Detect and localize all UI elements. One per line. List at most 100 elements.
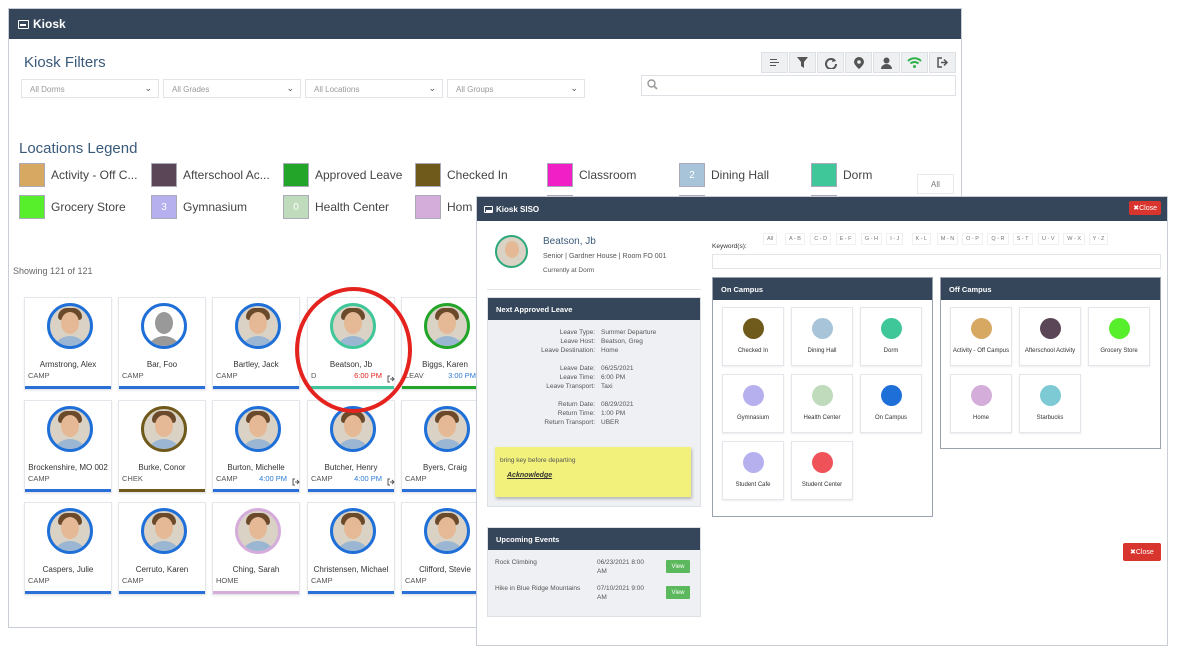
student-name: Christensen, Michael: [313, 565, 389, 574]
on-campus-tile[interactable]: On Campus: [860, 374, 922, 433]
alpha-filter-7[interactable]: M - N: [936, 233, 959, 245]
alpha-filter-2[interactable]: C - D: [810, 233, 832, 245]
off-campus-tile[interactable]: Home: [950, 374, 1012, 433]
off-campus-tile[interactable]: Activity - Off Campus: [950, 307, 1012, 366]
location-pin-icon[interactable]: [845, 52, 872, 73]
student-card[interactable]: Burton, Michelle CAMP 4:00 PM: [212, 400, 300, 493]
approved-leave-title: Next Approved Leave: [488, 298, 700, 320]
student-card[interactable]: Byers, Craig CAMP: [401, 400, 489, 493]
avatar-body: [429, 439, 465, 449]
alpha-filter-6[interactable]: K - L: [911, 233, 932, 245]
keyword-input[interactable]: [712, 254, 1161, 269]
search-input[interactable]: [641, 75, 956, 96]
avatar-body: [52, 439, 88, 449]
on-campus-tile[interactable]: Gymnasium: [722, 374, 784, 433]
student-card[interactable]: Biggs, Karen LEAV 3:00 PM: [401, 297, 489, 390]
student-card[interactable]: Caspers, Julie CAMP: [24, 502, 112, 595]
student-card[interactable]: Ching, Sarah HOME: [212, 502, 300, 595]
group-filter-select[interactable]: All Groups ⌄: [447, 79, 585, 98]
on-campus-tile[interactable]: Dorm: [860, 307, 922, 366]
view-event-button[interactable]: View: [666, 586, 690, 599]
student-card[interactable]: Butcher, Henry CAMP 4:00 PM: [307, 400, 395, 493]
leave-row: Return Date: 08/29/2021: [497, 401, 633, 408]
student-card[interactable]: Cerruto, Karen CAMP: [118, 502, 206, 595]
alpha-filter-8[interactable]: O - P: [962, 233, 983, 245]
alpha-filter-0[interactable]: All: [763, 233, 778, 245]
alpha-filter-10[interactable]: S - T: [1012, 233, 1033, 245]
legend-item[interactable]: Classroom: [547, 163, 636, 187]
alpha-filter-12[interactable]: W - X: [1063, 233, 1086, 245]
alpha-filter-5[interactable]: I - J: [886, 233, 904, 245]
alpha-filter-3[interactable]: E - F: [835, 233, 856, 245]
legend-item[interactable]: Afterschool Ac...: [151, 163, 270, 187]
close-button-bottom[interactable]: ✖Close: [1123, 543, 1161, 561]
status-strip: [402, 591, 488, 594]
student-card[interactable]: Bartley, Jack CAMP: [212, 297, 300, 390]
avatar-face: [344, 517, 362, 539]
student-name: Caspers, Julie: [42, 565, 94, 574]
student-avatar: [141, 303, 187, 349]
grade-filter-select[interactable]: All Grades ⌄: [163, 79, 301, 98]
leave-value: 6:00 PM: [601, 374, 626, 381]
alpha-filter-1[interactable]: A - B: [785, 233, 805, 245]
legend-item[interactable]: Activity - Off C...: [19, 163, 137, 187]
sign-out-icon[interactable]: [929, 52, 956, 73]
student-avatar: [235, 508, 281, 554]
alpha-filter-4[interactable]: G - H: [860, 233, 883, 245]
student-location-code: LEAV: [405, 371, 424, 380]
leave-key: Leave Time:: [559, 374, 595, 381]
student-card[interactable]: Christensen, Michael CAMP: [307, 502, 395, 595]
sticky-note: bring key before departing Acknowledge: [495, 447, 691, 497]
alpha-filter-9[interactable]: Q - R: [987, 233, 1009, 245]
avatar-face: [61, 312, 79, 334]
user-icon[interactable]: [873, 52, 900, 73]
legend-item[interactable]: Checked In: [415, 163, 508, 187]
student-card[interactable]: Bar, Foo CAMP: [118, 297, 206, 390]
status-strip: [402, 489, 488, 492]
legend-item[interactable]: 3 Gymnasium: [151, 195, 247, 219]
filter-icon[interactable]: [789, 52, 816, 73]
on-campus-tile[interactable]: Checked In: [722, 307, 784, 366]
on-campus-tile[interactable]: Health Center: [791, 374, 853, 433]
student-card[interactable]: Armstrong, Alex CAMP: [24, 297, 112, 390]
on-campus-tile[interactable]: Student Cafe: [722, 441, 784, 500]
legend-item[interactable]: Dorm: [811, 163, 872, 187]
list-icon[interactable]: [761, 52, 788, 73]
status-strip: [119, 386, 205, 389]
refresh-icon[interactable]: [817, 52, 844, 73]
alpha-filter-11[interactable]: U - V: [1038, 233, 1059, 245]
sticky-note-text: bring key before departing: [500, 457, 576, 464]
dorm-filter-select[interactable]: All Dorms ⌄: [21, 79, 159, 98]
legend-item[interactable]: 2 Dining Hall: [679, 163, 769, 187]
on-campus-tile[interactable]: Student Center: [791, 441, 853, 500]
legend-all-button[interactable]: All: [917, 174, 954, 194]
legend-item[interactable]: 0 Health Center: [283, 195, 389, 219]
off-campus-tile[interactable]: Grocery Store: [1088, 307, 1150, 366]
avatar-body: [240, 439, 276, 449]
student-card[interactable]: Brockenshire, MO 002 CAMP: [24, 400, 112, 493]
avatar-face: [344, 415, 362, 437]
sign-out-icon: [292, 473, 300, 491]
legend-item[interactable]: Hom: [415, 195, 472, 219]
tile-label: Activity - Off Campus: [952, 348, 1010, 354]
close-button-top[interactable]: ✖Close: [1129, 201, 1161, 215]
on-campus-tile[interactable]: Dining Hall: [791, 307, 853, 366]
event-name: Rock Climbing: [495, 559, 537, 566]
leave-key: Return Date:: [558, 401, 595, 408]
leave-value: 06/25/2021: [601, 365, 634, 372]
wifi-icon[interactable]: [901, 52, 928, 73]
alpha-filter-13[interactable]: Y - Z: [1088, 233, 1109, 245]
avatar-face: [61, 517, 79, 539]
off-campus-tile[interactable]: Starbucks: [1019, 374, 1081, 433]
legend-item[interactable]: Approved Leave: [283, 163, 402, 187]
view-event-button[interactable]: View: [666, 560, 690, 573]
student-card[interactable]: Clifford, Stevie CAMP: [401, 502, 489, 595]
student-location-code: CAMP: [28, 474, 50, 483]
legend-label: Dining Hall: [711, 168, 770, 182]
off-campus-tile[interactable]: Afterschool Activity: [1019, 307, 1081, 366]
legend-item[interactable]: Grocery Store: [19, 195, 126, 219]
leave-key: Leave Date:: [559, 365, 595, 372]
location-filter-select[interactable]: All Locations ⌄: [305, 79, 443, 98]
student-card[interactable]: Burke, Conor CHEK: [118, 400, 206, 493]
acknowledge-link[interactable]: Acknowledge: [507, 472, 553, 479]
